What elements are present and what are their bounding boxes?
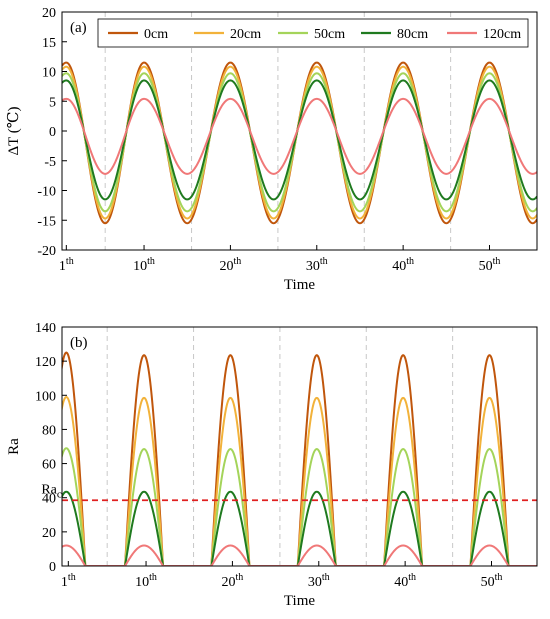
y-tick-label: 20 [42,6,56,21]
legend-label-80cm: 80cm [397,27,428,42]
plot-frame [61,326,538,567]
x-axis-label: Time [284,593,315,609]
x-tick-label: 10th [135,572,157,590]
y-tick-label: 120 [35,355,56,370]
x-tick-label: 30th [308,572,330,590]
y-tick-label: 20 [42,526,56,541]
y-tick-label: 100 [35,389,56,404]
plot-frame [61,11,538,251]
y-axis-label: ΔT (℃) [6,106,22,155]
y-tick-label: 5 [49,95,56,110]
series-line-80cm [62,79,537,201]
y-tick-label: 80 [42,423,56,438]
series-line-50cm [62,447,537,566]
legend-label-120cm: 120cm [483,27,521,42]
y-tick-label: 15 [42,36,56,51]
plot-area [62,61,537,225]
y-tick-label: 0 [49,560,56,575]
y-tick-label: 40 [42,492,56,507]
y-tick-label: 60 [42,458,56,473]
series-line-80cm [62,490,537,566]
y-tick-label: -5 [44,155,56,170]
x-tick-label: 40th [394,572,416,590]
y-tick-label: 0 [49,125,56,140]
legend-label-20cm: 20cm [230,27,261,42]
x-tick-label: 20th [220,256,242,274]
plot-area [62,351,537,566]
series-line-0cm [62,351,537,566]
legend: 0cm 20cm 50cm 80cm 120cm [97,18,529,48]
panel-label: (a) [70,20,87,36]
y-tick-label: 10 [42,66,56,81]
legend-label-0cm: 0cm [144,27,168,42]
y-axis-label: Ra [6,438,22,455]
x-tick-label: 30th [306,256,328,274]
series-line-120cm [62,97,537,175]
x-tick-label: 10th [133,256,155,274]
x-axis-label: Time [284,277,315,293]
x-tick-label: 50th [481,572,503,590]
x-tick-label: 20th [222,572,244,590]
panel-label: (b) [70,335,88,351]
y-tick-label: -15 [37,214,56,229]
panel-a: -20 -15 -10 -5 0 5 10 15 20 1th 10th 20th 30th 40th 50… [6,6,538,293]
critical-ra-label: Rac [41,482,62,500]
panel-b: Rac 0 20 40 60 80 100 120 140 1th 10th 20th 30th 40th… [6,321,538,609]
y-tick-label: 140 [35,321,56,336]
legend-label-50cm: 50cm [314,27,345,42]
series-line-120cm [62,544,537,566]
x-tick-label: 1th [59,256,74,274]
y-tick-label: -10 [37,185,56,200]
series-line-20cm [62,395,537,566]
y-tick-label: -20 [37,244,56,259]
x-tick-label: 50th [479,256,501,274]
x-tick-label: 1th [61,572,76,590]
x-tick-label: 40th [392,256,414,274]
